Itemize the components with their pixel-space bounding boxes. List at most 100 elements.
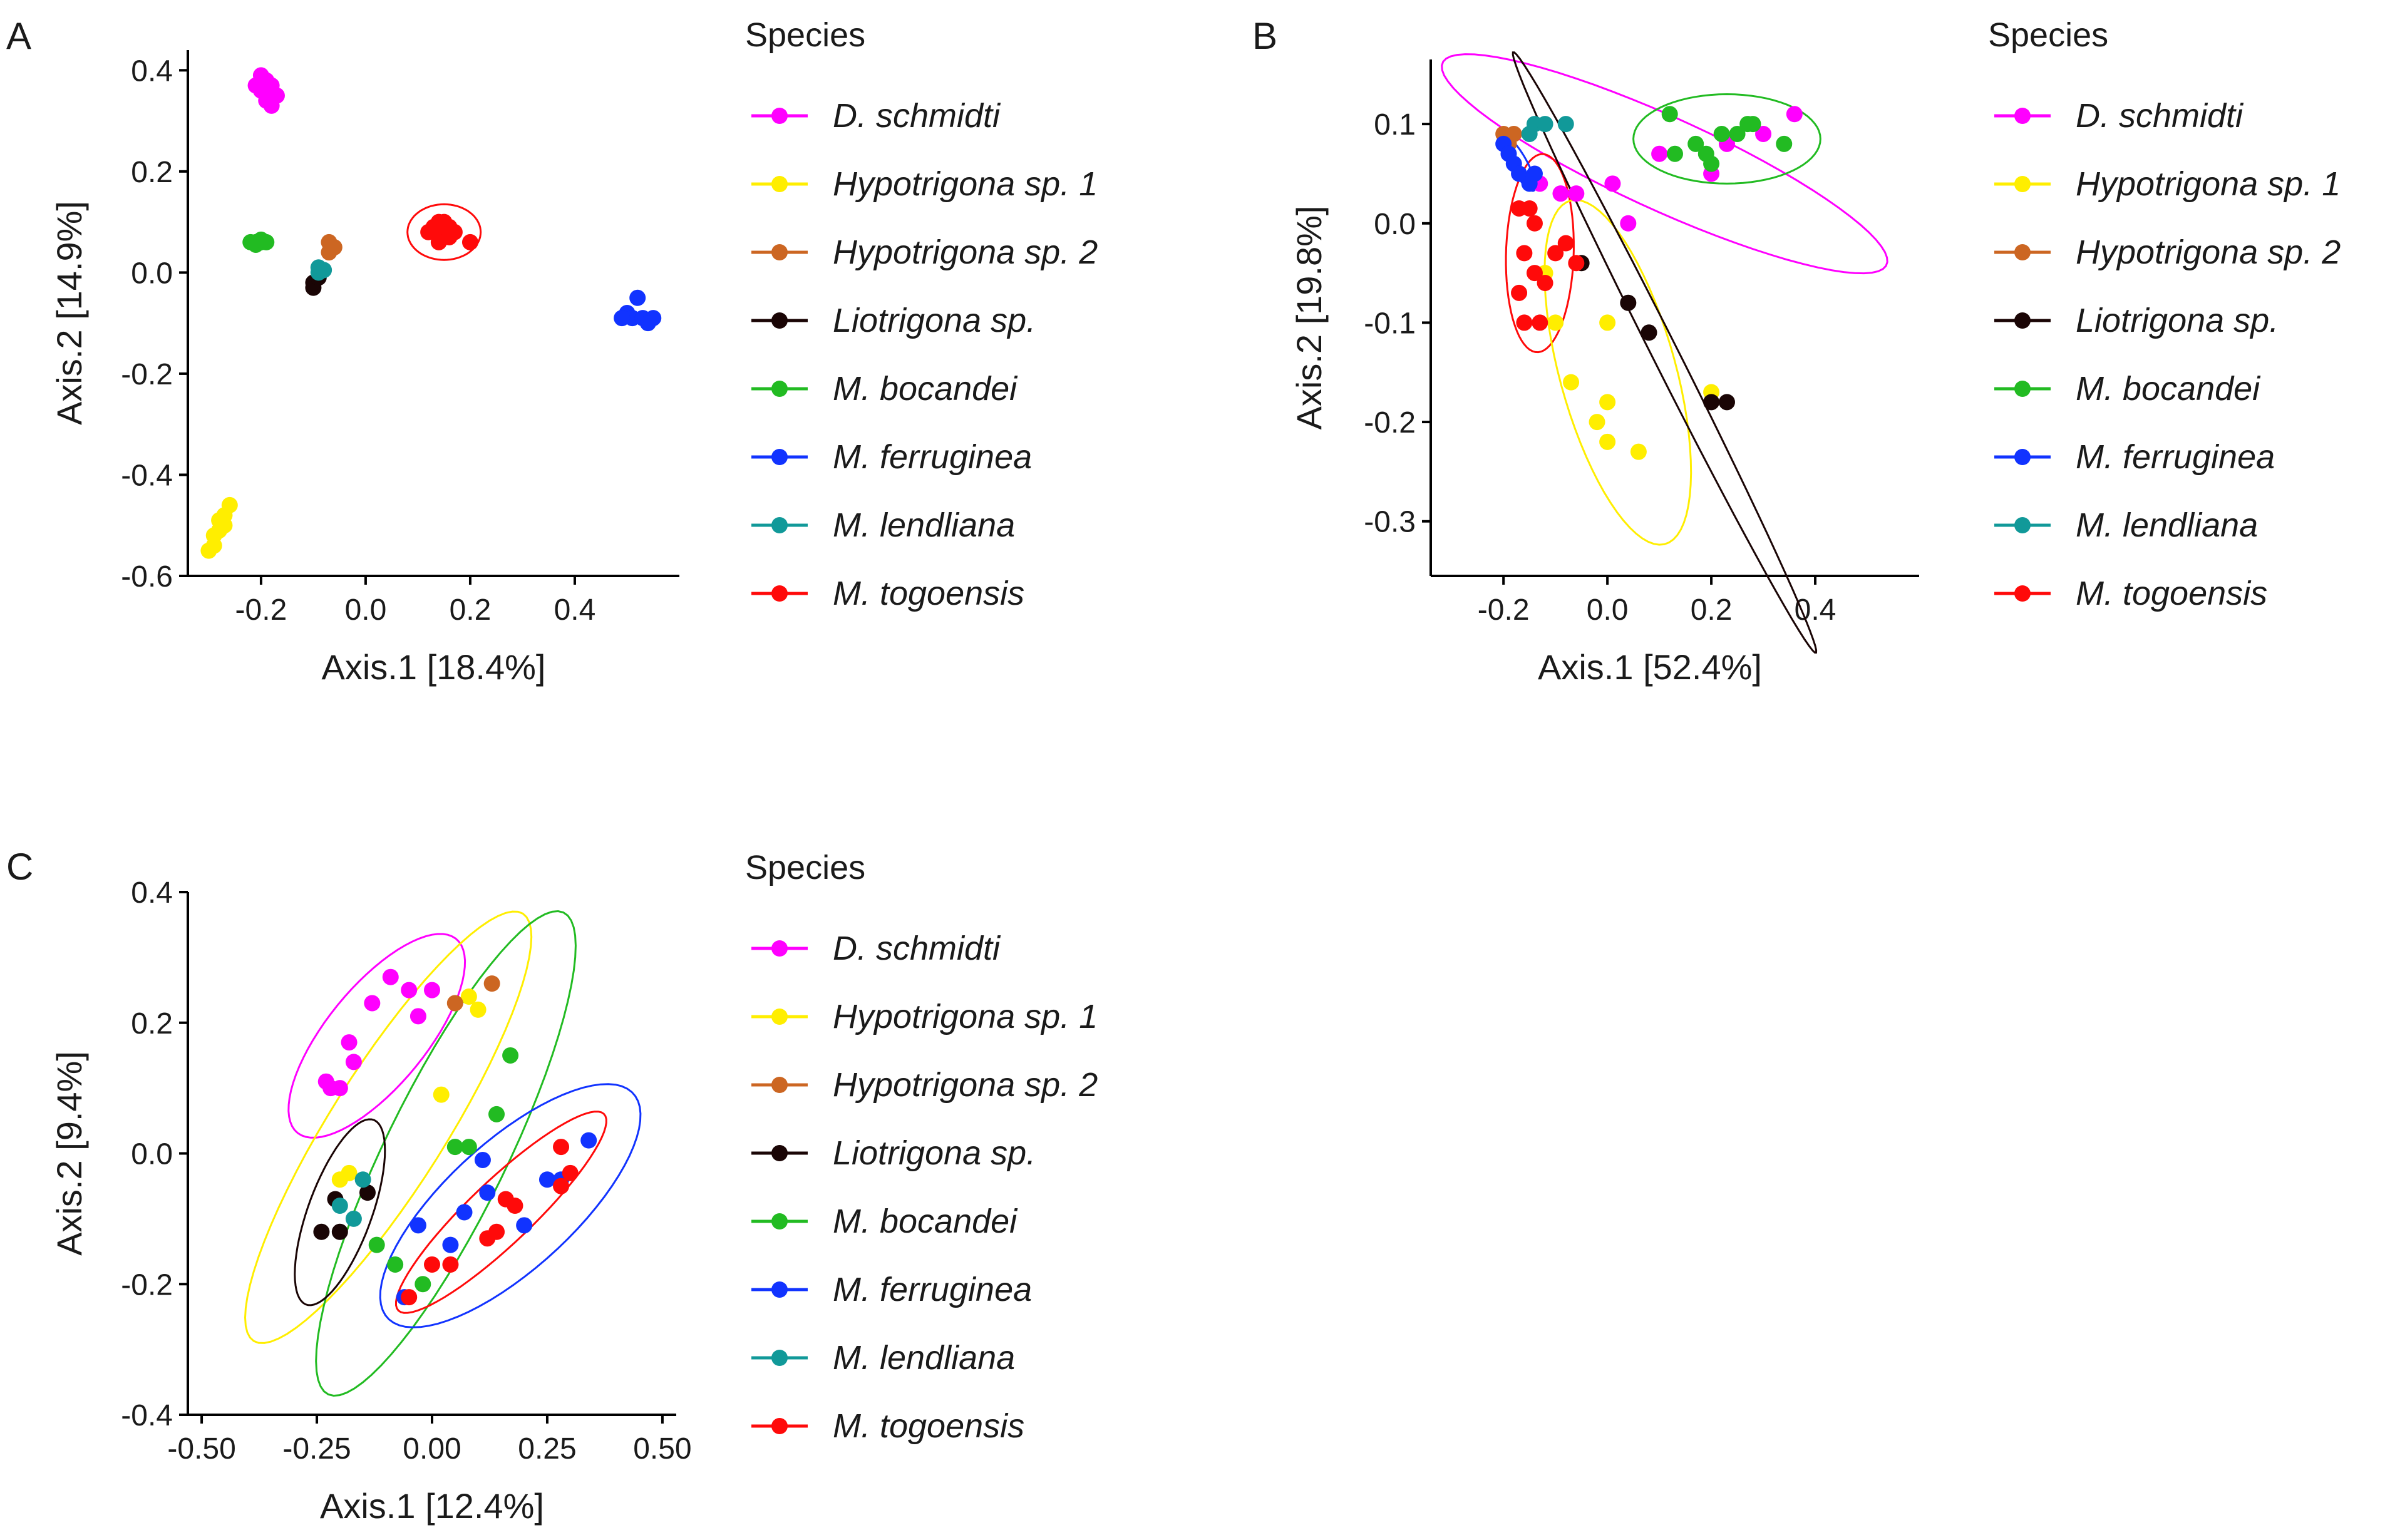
panel-c-y-tick-label: 0.2 bbox=[131, 1007, 173, 1040]
panel-a-legend-label-m-ferruginea: M. ferruginea bbox=[833, 438, 1032, 476]
panel-b-x-tick-label: 0.2 bbox=[1691, 593, 1733, 627]
panel-c-point-m-bocandei bbox=[502, 1047, 519, 1064]
panel-c-point-m-bocandei bbox=[488, 1106, 505, 1122]
panel-b-ellipse-hypotrigona-sp-1 bbox=[1543, 198, 1692, 546]
panel-a-point-m-ferruginea bbox=[629, 289, 646, 306]
panel-a-legend-label-hypotrigona-sp-2: Hypotrigona sp. 2 bbox=[833, 234, 1098, 271]
panel-c-x-tick-label: -0.50 bbox=[167, 1432, 235, 1466]
panel-a-legend-label-m-togoensis: M. togoensis bbox=[833, 575, 1024, 612]
panel-c-point-m-bocandei bbox=[387, 1256, 404, 1273]
panel-b-legend-label-liotrigona-sp: Liotrigona sp. bbox=[2076, 302, 2279, 339]
panel-c-point-m-bocandei bbox=[368, 1236, 385, 1253]
panel-b-point-d-schmidti bbox=[1651, 145, 1668, 162]
panel-a-point-hypotrigona-sp-1 bbox=[211, 512, 228, 529]
panel-c-point-hypotrigona-sp-1 bbox=[470, 1001, 487, 1018]
panel-a-legend-key-point bbox=[771, 176, 788, 192]
panel-b-y-tick-label: 0.0 bbox=[1374, 208, 1416, 241]
panel-a-legend-key-point bbox=[771, 585, 788, 602]
panel-c-legend-label-m-ferruginea: M. ferruginea bbox=[833, 1271, 1032, 1308]
panel-c-y-tick-label: 0.4 bbox=[131, 876, 173, 910]
panel-b-legend-key-point bbox=[2014, 244, 2031, 260]
panel-c-point-d-schmidti bbox=[341, 1034, 358, 1051]
panel-c-point-m-togoensis bbox=[553, 1139, 570, 1156]
panel-a-y-tick-label: 0.0 bbox=[131, 257, 173, 290]
panel-b-point-hypotrigona-sp-1 bbox=[1599, 433, 1616, 450]
panel-b-point-hypotrigona-sp-1 bbox=[1589, 414, 1605, 431]
panel-a-legend-key-point bbox=[771, 517, 788, 533]
panel-b-point-liotrigona-sp bbox=[1641, 324, 1657, 341]
panel-b-point-liotrigona-sp bbox=[1718, 394, 1735, 411]
panel-b-point-hypotrigona-sp-1 bbox=[1563, 374, 1580, 391]
panel-c-point-m-ferruginea bbox=[442, 1236, 459, 1253]
panel-b-point-hypotrigona-sp-1 bbox=[1630, 443, 1647, 460]
panel-c-point-m-ferruginea bbox=[538, 1171, 555, 1188]
panel-a-point-m-lendliana bbox=[316, 262, 332, 279]
panel-b-legend-key-point bbox=[2014, 449, 2031, 465]
panel-a-y-tick-label: 0.2 bbox=[131, 156, 173, 189]
panel-a-y-tick-label: -0.6 bbox=[121, 560, 173, 593]
panel-a-y-tick-label: -0.2 bbox=[121, 358, 173, 391]
panel-b-point-m-bocandei bbox=[1703, 155, 1720, 172]
panel-b-legend-label-hypotrigona-sp-2: Hypotrigona sp. 2 bbox=[2076, 234, 2341, 271]
panel-b-point-m-bocandei bbox=[1744, 116, 1761, 133]
panel-b-point-m-bocandei bbox=[1667, 145, 1683, 162]
panel-b-point-m-togoensis bbox=[1532, 314, 1548, 331]
panel-b-point-m-togoensis bbox=[1526, 265, 1543, 282]
panel-c-point-m-ferruginea bbox=[580, 1132, 597, 1149]
panel-c-point-d-schmidti bbox=[364, 995, 381, 1012]
panel-c-legend-label-m-lendliana: M. lendliana bbox=[833, 1339, 1015, 1377]
panel-a-point-m-togoensis bbox=[461, 234, 478, 250]
panel-c-legend-label-hypotrigona-sp-1: Hypotrigona sp. 1 bbox=[833, 998, 1098, 1035]
panel-b-legend-key-point bbox=[2014, 176, 2031, 192]
panel-c-point-m-togoensis bbox=[507, 1198, 523, 1214]
panel-b-point-d-schmidti bbox=[1755, 125, 1772, 142]
panel-b-point-d-schmidti bbox=[1786, 106, 1803, 123]
panel-c-legend-key-point bbox=[771, 1145, 788, 1161]
panel-b-ellipse-liotrigona-sp bbox=[1512, 51, 1818, 654]
panel-b-point-m-ferruginea bbox=[1526, 165, 1543, 182]
panel-c-point-m-lendliana bbox=[354, 1171, 371, 1188]
panel-b-ellipse-m-bocandei bbox=[1632, 93, 1821, 185]
panel-b-point-m-togoensis bbox=[1511, 284, 1528, 301]
panel-c-point-hypotrigona-sp-1 bbox=[331, 1171, 348, 1188]
panel-a-legend-title: Species bbox=[745, 16, 865, 54]
panel-a-point-m-togoensis bbox=[430, 234, 447, 250]
panel-a-point-m-togoensis bbox=[441, 218, 458, 235]
panel-a-point-hypotrigona-sp-1 bbox=[200, 542, 217, 559]
panel-b-legend-label-m-bocandei: M. bocandei bbox=[2076, 370, 2261, 408]
panel-c-point-m-bocandei bbox=[446, 1139, 463, 1156]
panel-c-point-d-schmidti bbox=[401, 982, 418, 998]
panel-b-point-m-ferruginea bbox=[1511, 165, 1528, 182]
panel-b-legend-key-point bbox=[2014, 585, 2031, 602]
panel-b-x-tick-label: 0.0 bbox=[1587, 593, 1629, 627]
panel-b-point-m-togoensis bbox=[1547, 245, 1564, 262]
panel-c-point-d-schmidti bbox=[345, 1054, 362, 1070]
panel-c-point-hypotrigona-sp-2 bbox=[446, 995, 463, 1012]
panel-b-legend-label-hypotrigona-sp-1: Hypotrigona sp. 1 bbox=[2076, 165, 2341, 203]
panel-c-point-d-schmidti bbox=[410, 1008, 426, 1025]
panel-b-point-m-togoensis bbox=[1521, 200, 1538, 217]
panel-b-point-hypotrigona-sp-1 bbox=[1547, 314, 1564, 331]
panel-c-y-axis-title: Axis.2 [9.4%] bbox=[49, 1051, 89, 1256]
panel-c-point-m-ferruginea bbox=[516, 1217, 533, 1234]
panel-c-point-d-schmidti bbox=[322, 1080, 339, 1097]
panel-a-x-tick-label: 0.2 bbox=[450, 593, 492, 627]
panel-a-legend-label-hypotrigona-sp-1: Hypotrigona sp. 1 bbox=[833, 165, 1098, 203]
panel-c-point-m-ferruginea bbox=[479, 1184, 496, 1201]
panel-b-point-m-togoensis bbox=[1568, 255, 1585, 272]
panel-b-point-m-bocandei bbox=[1713, 125, 1730, 142]
panel-b-point-m-lendliana bbox=[1557, 116, 1574, 133]
panel-a-y-axis-title: Axis.2 [14.9%] bbox=[49, 201, 89, 425]
panel-b-x-tick-label: -0.2 bbox=[1478, 593, 1530, 627]
panel-b-legend-title: Species bbox=[1988, 16, 2108, 54]
panel-b-y-axis-title: Axis.2 [19.8%] bbox=[1289, 206, 1329, 430]
panel-c-legend-key-point bbox=[771, 940, 788, 957]
panel-c-legend-label-hypotrigona-sp-2: Hypotrigona sp. 2 bbox=[833, 1066, 1098, 1104]
panel-b-y-tick-label: -0.3 bbox=[1364, 506, 1416, 539]
panel-b-point-m-bocandei bbox=[1729, 125, 1746, 142]
panel-b-point-m-bocandei bbox=[1687, 135, 1704, 152]
panel-c-y-tick-label: -0.2 bbox=[121, 1268, 173, 1301]
panel-b-legend-key-point bbox=[2014, 381, 2031, 397]
panel-c-ellipse-hypotrigona-sp-1 bbox=[244, 910, 533, 1344]
